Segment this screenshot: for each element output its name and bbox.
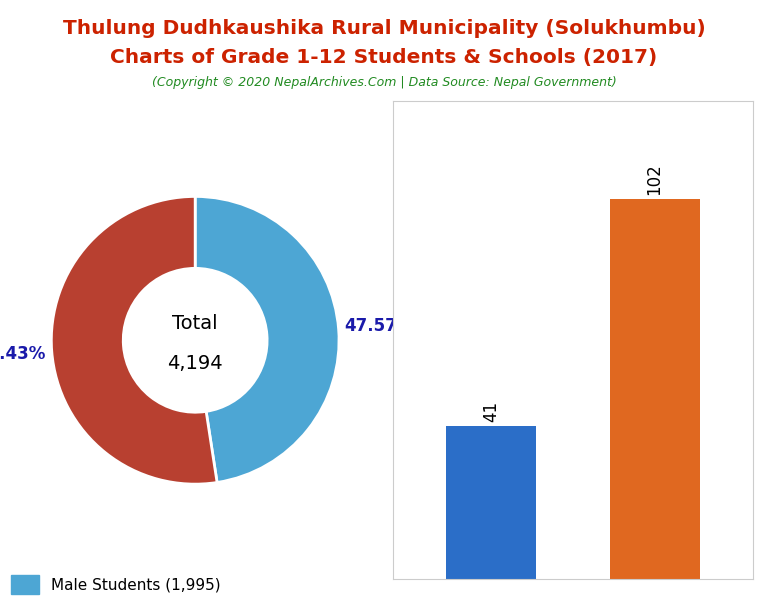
Legend: Male Students (1,995), Female Students (2,199): Male Students (1,995), Female Students (… bbox=[5, 568, 246, 597]
Wedge shape bbox=[195, 196, 339, 482]
Text: Charts of Grade 1-12 Students & Schools (2017): Charts of Grade 1-12 Students & Schools … bbox=[111, 48, 657, 67]
Text: 102: 102 bbox=[646, 163, 664, 195]
Bar bbox=[610, 198, 700, 579]
Wedge shape bbox=[51, 196, 217, 484]
Bar bbox=[446, 426, 536, 579]
Text: (Copyright © 2020 NepalArchives.Com | Data Source: Nepal Government): (Copyright © 2020 NepalArchives.Com | Da… bbox=[151, 76, 617, 90]
Text: 4,194: 4,194 bbox=[167, 354, 223, 373]
Text: 41: 41 bbox=[482, 401, 500, 423]
Text: 52.43%: 52.43% bbox=[0, 345, 46, 364]
Text: Thulung Dudhkaushika Rural Municipality (Solukhumbu): Thulung Dudhkaushika Rural Municipality … bbox=[63, 19, 705, 38]
Text: 47.57%: 47.57% bbox=[344, 317, 413, 336]
Text: Total: Total bbox=[172, 313, 218, 333]
